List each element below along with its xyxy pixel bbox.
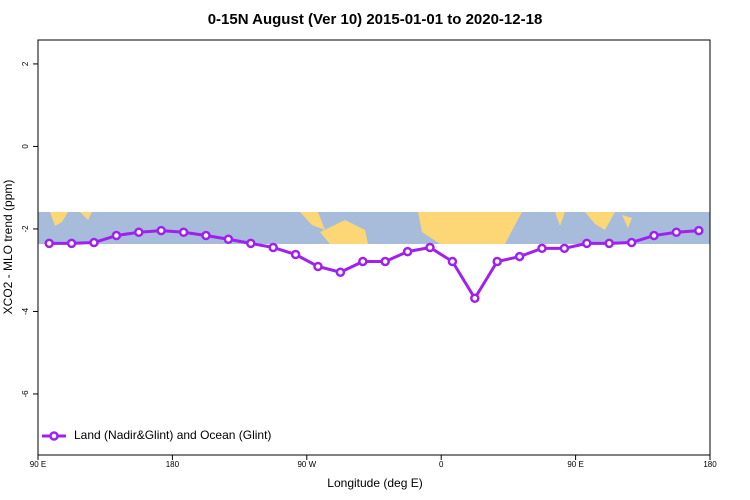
- point: [537, 243, 547, 254]
- point: [559, 243, 570, 254]
- chart-title: 0-15N August (Ver 10) 2015-01-01 to 2020…: [208, 11, 543, 28]
- point: [111, 230, 122, 241]
- point: [246, 238, 256, 249]
- land: [418, 212, 522, 244]
- point: [44, 238, 54, 249]
- plot-frame: [37, 39, 711, 456]
- point: [313, 261, 323, 272]
- land: [320, 220, 368, 244]
- point: [358, 256, 368, 267]
- x-tick-label: 180: [166, 460, 180, 469]
- y-axis-label: XCO2 - MLO trend (ppm): [1, 180, 15, 315]
- point: [649, 230, 659, 241]
- point: [694, 225, 704, 236]
- land: [50, 212, 68, 226]
- point: [626, 237, 637, 248]
- x-tick-label: 90 E: [30, 460, 46, 469]
- point: [380, 256, 390, 267]
- point: [156, 225, 166, 236]
- land: [555, 212, 565, 226]
- point: [425, 242, 435, 253]
- legend-label: Land (Nadir&Glint) and Ocean (Glint): [74, 428, 271, 442]
- point: [268, 242, 278, 253]
- point: [89, 237, 99, 248]
- point: [671, 227, 682, 237]
- land: [300, 212, 325, 230]
- point: [290, 249, 301, 260]
- point: [66, 238, 77, 249]
- point: [470, 293, 480, 303]
- x-tick-label: 180: [703, 460, 717, 469]
- point: [447, 256, 458, 267]
- point: [201, 230, 211, 241]
- point: [178, 227, 189, 237]
- y-tick-label: 0: [21, 144, 30, 149]
- y-tick-label: -2: [21, 225, 30, 233]
- point: [582, 238, 592, 249]
- point: [223, 234, 234, 244]
- y-tick-label: -6: [21, 390, 30, 398]
- x-tick-label: 0: [439, 460, 444, 469]
- land: [585, 212, 615, 230]
- map-background: [38, 212, 710, 244]
- point: [402, 246, 413, 257]
- y-tick-label: 2: [21, 61, 30, 66]
- point: [604, 238, 614, 249]
- y-tick-label: -4: [21, 307, 30, 315]
- land: [80, 212, 92, 220]
- point: [514, 251, 525, 262]
- x-tick-label: 90 E: [567, 460, 583, 469]
- point: [492, 256, 502, 267]
- land: [622, 215, 632, 228]
- x-tick-label: 90 W: [297, 460, 316, 469]
- legend-marker: [49, 431, 59, 441]
- point: [335, 267, 346, 278]
- point: [134, 227, 144, 237]
- x-axis-label: Longitude (deg E): [327, 476, 422, 490]
